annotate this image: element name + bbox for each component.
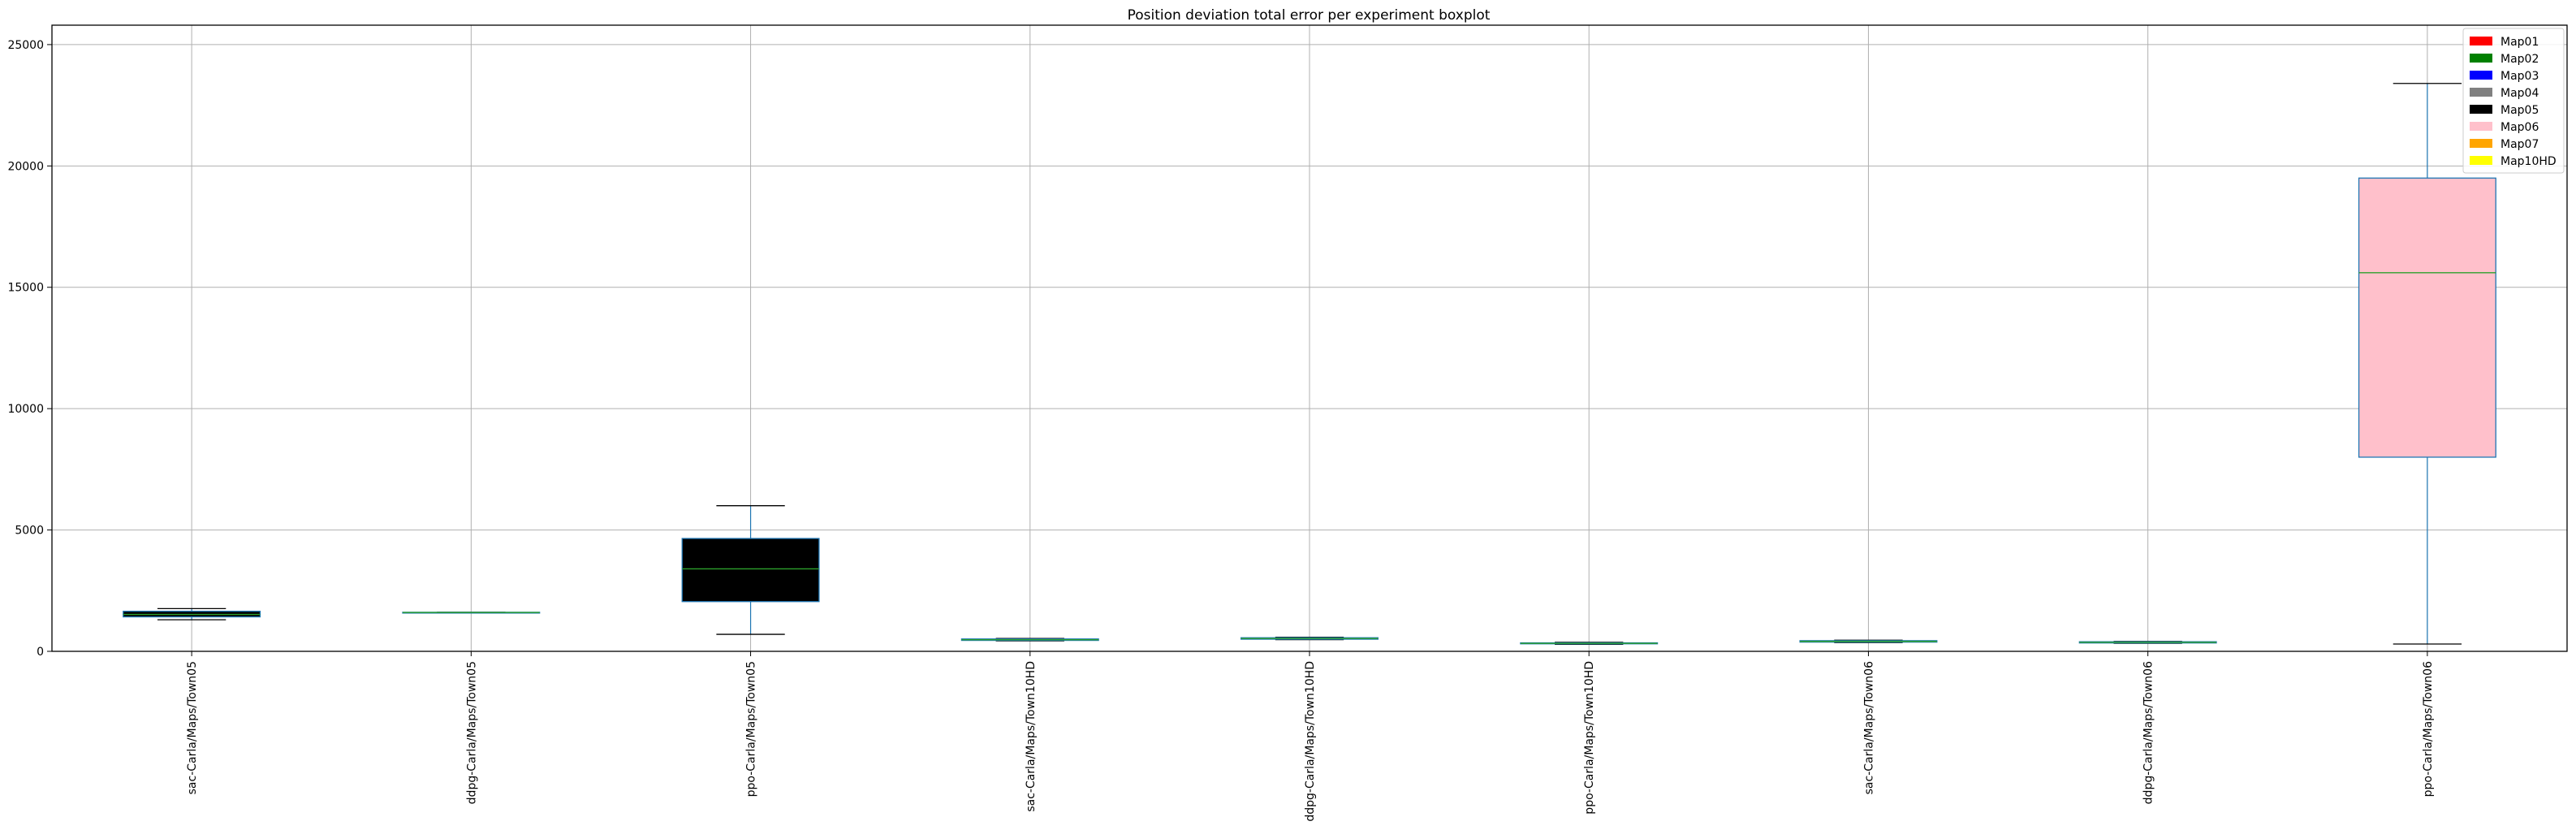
legend-swatch <box>2470 54 2492 63</box>
legend-swatch <box>2470 105 2492 114</box>
chart-title: Position deviation total error per exper… <box>1128 7 1491 24</box>
x-tick-label: ppo-Carla/Maps/Town05 <box>745 661 758 797</box>
x-tick-label: sac-Carla/Maps/Town10HD <box>1025 661 1038 812</box>
legend-label: Map10HD <box>2500 155 2557 168</box>
box-body <box>681 538 820 603</box>
x-tick-label: ddpg-Carla/Maps/Town10HD <box>1304 661 1317 822</box>
legend-label: Map07 <box>2500 138 2539 151</box>
legend-swatch <box>2470 122 2492 131</box>
legend-label: Map04 <box>2500 87 2539 100</box>
legend-frame <box>2462 28 2565 174</box>
box-layer <box>123 83 2496 645</box>
x-tick-label: ddpg-Carla/Maps/Town05 <box>465 661 478 804</box>
legend-label: Map03 <box>2500 70 2539 83</box>
legend-label: Map06 <box>2500 121 2539 134</box>
x-tick-label: sac-Carla/Maps/Town06 <box>1862 661 1875 794</box>
x-tick-label: ppo-Carla/Maps/Town06 <box>2422 661 2435 797</box>
x-tick-label: sac-Carla/Maps/Town05 <box>186 661 199 794</box>
y-tick-label: 0 <box>37 646 44 659</box>
y-tick-label: 25000 <box>7 39 44 52</box>
legend-label: Map02 <box>2500 53 2539 66</box>
legend-label: Map01 <box>2500 36 2539 49</box>
y-tick-label: 20000 <box>7 160 44 173</box>
legend-swatch <box>2470 88 2492 97</box>
y-tick-label: 15000 <box>7 282 44 295</box>
legend-swatch <box>2470 156 2492 165</box>
box-body <box>2358 177 2496 458</box>
y-tick-label: 10000 <box>7 403 44 416</box>
legend: Map01 Map02 Map03 Map04 Map05 Map06 Map07 Map10… <box>2462 28 2565 174</box>
legend-swatch <box>2470 139 2492 148</box>
grid-layer <box>52 25 2567 652</box>
x-tick-label: ppo-Carla/Maps/Town10HD <box>1583 661 1596 815</box>
legend-swatch <box>2470 37 2492 45</box>
legend-label: Map05 <box>2500 104 2539 117</box>
x-axis: sac-Carla/Maps/Town05 ddpg-Carla/Maps/Tow… <box>186 651 2435 822</box>
legend-swatch <box>2470 71 2492 80</box>
x-tick-label: ddpg-Carla/Maps/Town06 <box>2142 661 2155 804</box>
y-tick-label: 5000 <box>15 525 44 538</box>
y-axis: 0 5000 10000 15000 20000 25000 <box>7 39 52 659</box>
